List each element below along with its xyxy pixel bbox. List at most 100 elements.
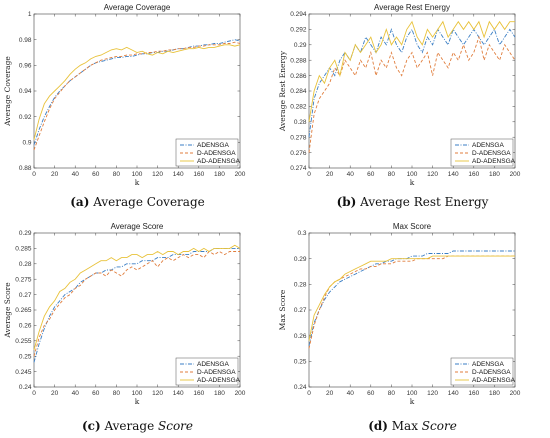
y-tick-label: 0.28 bbox=[19, 261, 32, 268]
x-tick-label: 100 bbox=[132, 390, 143, 397]
x-tick-label: 180 bbox=[214, 171, 225, 178]
x-tick-label: 100 bbox=[407, 171, 418, 178]
y-tick-label: 0.28 bbox=[294, 282, 307, 289]
y-axis-label: Average Rest Energy bbox=[278, 50, 287, 132]
y-tick-label: 0.278 bbox=[290, 134, 307, 141]
x-tick-label: 180 bbox=[214, 390, 225, 397]
x-tick-label: 160 bbox=[468, 390, 479, 397]
x-tick-label: 160 bbox=[468, 171, 479, 178]
legend-label: ADENSGA bbox=[472, 142, 504, 149]
x-tick-label: 80 bbox=[113, 390, 121, 397]
y-tick-label: 0.98 bbox=[19, 37, 32, 44]
y-tick-label: 0.245 bbox=[15, 369, 32, 376]
caption-b: (b) Average Rest Energy bbox=[275, 195, 550, 209]
x-tick-label: 20 bbox=[51, 171, 59, 178]
legend-label: D-ADENSGA bbox=[472, 150, 511, 157]
y-tick-label: 0.276 bbox=[290, 150, 307, 157]
legend-label: AD-ADENSGA bbox=[197, 377, 241, 384]
chart-title: Average Coverage bbox=[104, 3, 171, 12]
series-line-0 bbox=[33, 39, 241, 146]
y-tick-label: 0.26 bbox=[294, 333, 307, 340]
y-axis-label: Average Score bbox=[3, 282, 12, 339]
legend-box bbox=[175, 138, 239, 167]
y-tick-label: 0.24 bbox=[294, 384, 307, 391]
x-tick-label: 20 bbox=[51, 390, 59, 397]
y-tick-label: 0.29 bbox=[294, 42, 307, 49]
y-tick-label: 0.94 bbox=[19, 88, 32, 95]
x-tick-label: 60 bbox=[92, 171, 100, 178]
x-tick-label: 0 bbox=[307, 171, 311, 178]
y-tick-label: 0.286 bbox=[290, 73, 307, 80]
x-tick-label: 40 bbox=[347, 390, 355, 397]
y-tick-label: 0.24 bbox=[19, 384, 32, 391]
caption-italic: Score bbox=[421, 419, 457, 433]
x-tick-label: 120 bbox=[427, 171, 438, 178]
series-line-0 bbox=[33, 247, 240, 363]
legend-box bbox=[450, 138, 514, 167]
legend-box bbox=[450, 357, 514, 386]
y-tick-label: 0.27 bbox=[19, 292, 32, 299]
y-tick-label: 0.92 bbox=[19, 114, 32, 121]
caption-text: Max bbox=[391, 419, 422, 433]
series-line-2 bbox=[33, 44, 241, 140]
caption-a: (a) Average Coverage bbox=[0, 195, 275, 209]
y-tick-label: 0.26 bbox=[19, 323, 32, 330]
legend-label: D-ADENSGA bbox=[197, 369, 236, 376]
x-tick-label: 160 bbox=[193, 171, 204, 178]
caption-text: Average bbox=[104, 419, 159, 433]
y-tick-label: 0.285 bbox=[15, 246, 32, 253]
legend-label: ADENSGA bbox=[197, 142, 229, 149]
x-tick-label: 180 bbox=[489, 390, 500, 397]
x-tick-label: 60 bbox=[367, 390, 375, 397]
y-tick-label: 0.275 bbox=[15, 276, 32, 283]
x-tick-label: 140 bbox=[173, 390, 184, 397]
chart-title: Average Rest Energy bbox=[374, 3, 450, 12]
y-tick-label: 0.27 bbox=[294, 307, 307, 314]
x-tick-label: 100 bbox=[132, 171, 143, 178]
chart-panel-max-score: Max Score 0 20 40 60 80 100 120 140 160 180 200 0.24… bbox=[275, 219, 550, 429]
x-tick-label: 120 bbox=[152, 171, 163, 178]
series-line-0 bbox=[308, 27, 516, 138]
x-axis-label: k bbox=[410, 178, 415, 187]
caption-text: Average Coverage bbox=[93, 195, 205, 209]
x-axis-label: k bbox=[410, 397, 415, 406]
x-tick-label: 40 bbox=[347, 171, 355, 178]
y-tick-label: 0.282 bbox=[290, 104, 307, 111]
series-line-2 bbox=[33, 244, 241, 351]
legend-label: D-ADENSGA bbox=[472, 369, 511, 376]
chart-svg: Max Score 0 20 40 60 80 100 120 140 160 180 200 0.24… bbox=[278, 222, 521, 406]
y-tick-label: 0.29 bbox=[19, 230, 32, 237]
y-tick-label: 0.96 bbox=[19, 63, 32, 70]
series-line-1 bbox=[33, 41, 241, 151]
chart-svg: Average Coverage 0 20 40 60 80 100 120 140 160 180… bbox=[3, 3, 246, 187]
x-tick-label: 200 bbox=[510, 390, 521, 397]
x-tick-label: 200 bbox=[510, 171, 521, 178]
x-tick-label: 140 bbox=[448, 390, 459, 397]
legend-label: AD-ADENSGA bbox=[472, 377, 516, 384]
x-tick-label: 200 bbox=[235, 171, 246, 178]
series-line-1 bbox=[33, 250, 240, 357]
chart-title: Average Score bbox=[111, 222, 164, 231]
x-axis-label: k bbox=[135, 178, 140, 187]
x-tick-label: 60 bbox=[367, 171, 375, 178]
series-line-2 bbox=[308, 20, 515, 122]
caption-tag: (c) bbox=[81, 419, 101, 433]
series-line-0 bbox=[308, 250, 515, 346]
caption-c: (c) Average Score bbox=[0, 419, 275, 433]
y-tick-label: 1 bbox=[28, 11, 32, 18]
caption-text: Average Rest Energy bbox=[360, 195, 489, 209]
x-tick-label: 160 bbox=[193, 390, 204, 397]
y-tick-label: 0.265 bbox=[15, 307, 32, 314]
x-tick-label: 80 bbox=[388, 171, 396, 178]
y-tick-label: 0.274 bbox=[290, 165, 307, 172]
x-axis-label: k bbox=[135, 397, 140, 406]
y-tick-label: 0.292 bbox=[290, 27, 307, 34]
y-tick-label: 0.88 bbox=[19, 165, 32, 172]
chart-svg: Average Score 0 20 40 60 80 100 120 140 160 180 200… bbox=[3, 222, 246, 406]
y-tick-label: 0.294 bbox=[290, 11, 307, 18]
series-line-2 bbox=[308, 255, 515, 341]
x-tick-label: 0 bbox=[32, 390, 36, 397]
y-axis-label: Average Coverage bbox=[3, 56, 12, 127]
x-tick-label: 120 bbox=[152, 390, 163, 397]
caption-italic: Score bbox=[158, 419, 194, 433]
